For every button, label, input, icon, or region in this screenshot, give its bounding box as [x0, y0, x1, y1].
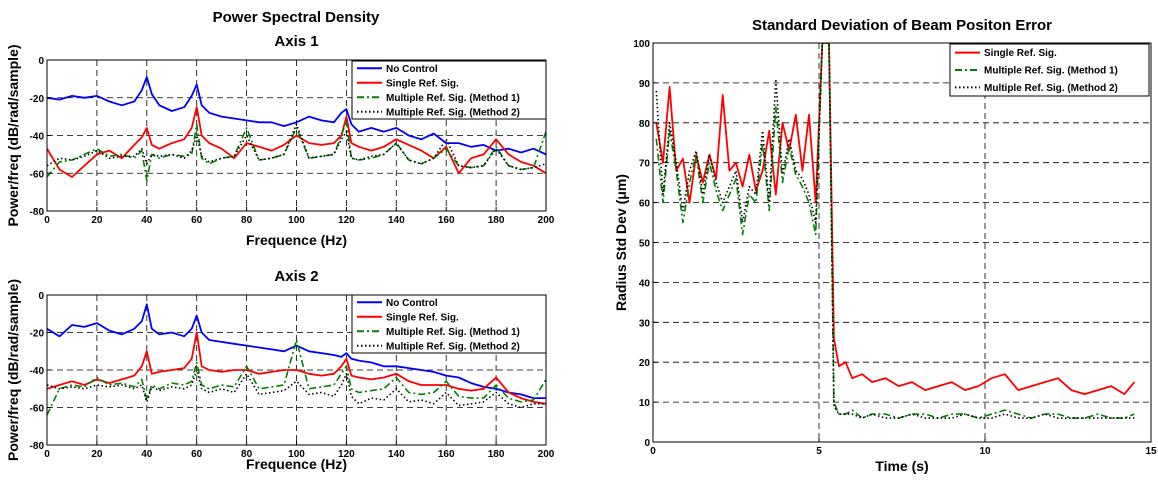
legend-label-1: Single Ref. Sig. [386, 78, 459, 89]
chart-title: Axis 1 [274, 33, 318, 50]
legend-label-0: Single Ref. Sig. [984, 48, 1057, 59]
x-tick-label: 10 [979, 446, 991, 457]
x-tick-label: 100 [288, 215, 305, 226]
series-line-0 [47, 76, 546, 156]
chart-std-dev: Standard Deviation of Beam Positon Error… [613, 17, 1157, 474]
series-line-1 [655, 43, 1135, 419]
x-tick-label: 20 [91, 449, 103, 460]
y-tick-label: -20 [30, 94, 45, 105]
legend-label-2: Multiple Ref. Sig. (Method 1) [386, 327, 520, 338]
y-tick-label: -60 [30, 169, 45, 180]
x-axis-label: Frequence (Hz) [246, 232, 347, 248]
y-tick-label: 50 [639, 239, 651, 250]
legend: Single Ref. Sig. Multiple Ref. Sig. (Meth… [949, 43, 1150, 97]
series-line-1 [47, 331, 546, 405]
legend-label-0: No Control [386, 64, 438, 75]
x-tick-label: 0 [650, 446, 656, 457]
y-axis-label: Radius Std Dev (μm) [613, 174, 629, 311]
x-tick-label: 0 [44, 215, 50, 226]
x-tick-label: 60 [191, 449, 203, 460]
series-line-3 [47, 123, 546, 171]
figure-title: Power Spectral Density [213, 9, 380, 26]
x-tick-label: 120 [338, 215, 355, 226]
y-tick-label: -80 [30, 207, 45, 218]
legend-label-1: Single Ref. Sig. [386, 312, 459, 323]
series-group [47, 76, 546, 182]
legend-label-3: Multiple Ref. Sig. (Method 2) [386, 107, 520, 118]
x-tick-label: 20 [91, 215, 103, 226]
y-tick-label: 0 [644, 438, 650, 449]
x-tick-label: 200 [538, 215, 555, 226]
x-tick-label: 120 [338, 449, 355, 460]
x-tick-label: 200 [538, 449, 555, 460]
chart-axis-2: Axis 2 0 20 40 60 80 100 120 140 160 180 200 -80 -60 -… [5, 268, 555, 472]
legend-box [351, 60, 547, 120]
x-tick-label: 100 [288, 449, 305, 460]
legend: No Control Single Ref. Sig. Multiple Ref. … [351, 60, 547, 120]
chart-axis-1: Axis 1 0 20 40 60 80 100 120 140 160 180 200 -80 -60 -… [5, 33, 555, 248]
legend-label-2: Multiple Ref. Sig. (Method 2) [984, 83, 1118, 94]
x-axis-label: Time (s) [875, 458, 928, 474]
series-line-2 [655, 43, 1135, 419]
y-tick-label: 30 [639, 318, 651, 329]
y-tick-label: 90 [639, 79, 651, 90]
x-tick-label: 160 [438, 449, 455, 460]
x-tick-label: 40 [141, 215, 153, 226]
x-tick-label: 180 [488, 449, 505, 460]
legend-label-3: Multiple Ref. Sig. (Method 2) [386, 341, 520, 352]
legend-label-1: Multiple Ref. Sig. (Method 1) [984, 66, 1118, 77]
y-tick-label: -40 [30, 366, 45, 377]
legend-label-0: No Control [386, 298, 438, 309]
x-tick-label: 5 [816, 446, 822, 457]
x-tick-label: 15 [1145, 446, 1157, 457]
x-axis-label: Frequence (Hz) [246, 456, 347, 472]
x-tick-label: 140 [388, 215, 405, 226]
legend-label-2: Multiple Ref. Sig. (Method 1) [386, 93, 520, 104]
legend-box [949, 43, 1150, 97]
x-tick-label: 160 [438, 215, 455, 226]
y-tick-label: 10 [639, 398, 651, 409]
y-tick-label: -60 [30, 404, 45, 415]
chart-title: Axis 2 [274, 268, 318, 285]
series-line-1 [47, 106, 546, 178]
x-tick-label: 80 [241, 449, 253, 460]
y-tick-label: 80 [639, 119, 651, 130]
x-tick-label: 40 [141, 449, 153, 460]
y-axis-label: Power/freq (dB/rad/sample) [5, 279, 21, 461]
y-tick-label: 60 [639, 199, 651, 210]
x-tick-label: 80 [241, 215, 253, 226]
y-tick-label: 100 [633, 39, 650, 50]
legend: No Control Single Ref. Sig. Multiple Ref. … [351, 294, 547, 354]
chart-title: Standard Deviation of Beam Positon Error [752, 17, 1052, 34]
y-tick-label: -20 [30, 329, 45, 340]
series-line-0 [47, 303, 546, 400]
x-tick-label: 0 [44, 449, 50, 460]
x-tick-label: 60 [191, 215, 203, 226]
y-tick-label: -80 [30, 441, 45, 452]
y-tick-label: 0 [38, 56, 44, 67]
y-tick-label: 70 [639, 159, 651, 170]
series-group [655, 43, 1136, 419]
y-tick-label: 0 [38, 291, 44, 302]
y-tick-label: -40 [30, 132, 45, 143]
legend-box [351, 294, 547, 354]
x-tick-label: 140 [388, 449, 405, 460]
series-line-0 [655, 43, 1136, 396]
x-tick-label: 180 [488, 215, 505, 226]
series-group [47, 303, 546, 416]
y-tick-label: 40 [639, 278, 651, 289]
y-axis-label: Power/freq (dB/rad/sample) [5, 44, 21, 226]
y-tick-label: 20 [639, 358, 651, 369]
